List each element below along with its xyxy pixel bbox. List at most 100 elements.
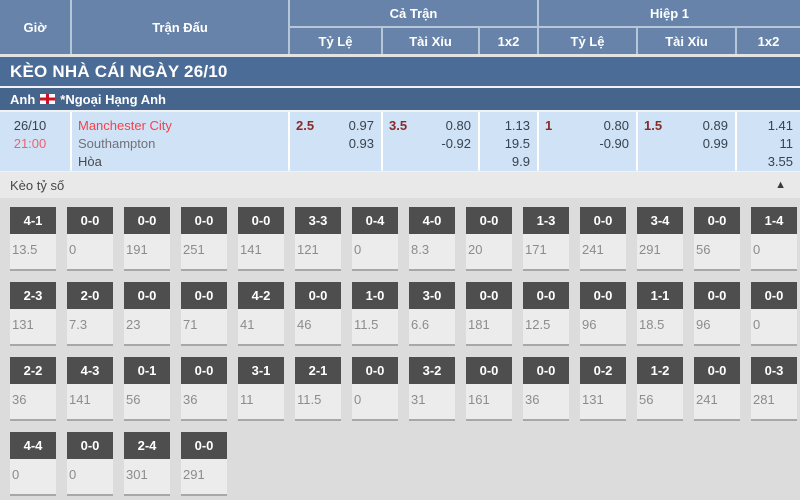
score-odds-value: 251 [183,242,205,257]
score-odds-cell[interactable]: 0-0 0 [352,357,398,421]
score-odds-value: 71 [183,317,198,332]
score-odds-cell[interactable]: 2-4 301 [124,432,170,496]
score-odds-cell[interactable]: 4-3 141 [67,357,113,421]
half-overunder-line: 1.5 [644,118,663,133]
score-odds-cell[interactable]: 1-3 171 [523,207,569,271]
score-odds-cell[interactable]: 0-0 251 [181,207,227,271]
home-team-link[interactable]: Manchester City [78,118,172,133]
score-odds-cell[interactable]: 4-0 8.3 [409,207,455,271]
score-label: 2-4 [124,432,170,459]
score-odds-value: 12.5 [525,317,551,332]
score-odds-cell[interactable]: 0-2 131 [580,357,626,421]
league-bar[interactable]: Anh *Ngoại Hạng Anh [0,88,800,110]
half-overunder-cell[interactable]: 1.5 0.89 0.99 [638,112,735,171]
score-odds-value: 96 [582,317,597,332]
score-odds-cell[interactable]: 2-1 11.5 [295,357,341,421]
score-odds-value: 141 [240,242,262,257]
score-odds-cell[interactable]: 0-0 71 [181,282,227,346]
collapse-arrow-icon[interactable]: ▲ [775,179,786,191]
score-label: 0-0 [124,282,170,309]
divider [0,86,800,88]
score-odds-cell[interactable]: 0-0 191 [124,207,170,271]
score-odds-value: 0 [12,467,20,482]
score-label: 0-0 [295,282,341,309]
score-odds-value: 191 [126,242,148,257]
divider [0,54,800,57]
col-header-match: Trận Đấu [72,0,288,54]
score-odds-cell[interactable]: 0-0 96 [694,282,740,346]
full-overunder-cell[interactable]: 3.5 0.80 -0.92 [383,112,478,171]
score-odds-cell[interactable]: 3-3 121 [295,207,341,271]
half-1x2-away: 11 [779,136,794,151]
score-label: 3-4 [637,207,683,234]
score-odds-cell[interactable]: 0-0 0 [67,207,113,271]
score-odds-value: 46 [297,317,312,332]
score-odds-value: 291 [183,467,205,482]
score-label: 0-0 [751,282,797,309]
score-label: 4-4 [10,432,56,459]
score-odds-cell[interactable]: 0-0 241 [580,207,626,271]
divider [0,110,800,112]
score-odds-cell[interactable]: 0-0 36 [523,357,569,421]
score-label: 4-2 [238,282,284,309]
half-handicap-odd2: -0.90 [599,136,629,151]
score-odds-cell[interactable]: 0-0 20 [466,207,512,271]
score-label: 0-0 [580,207,626,234]
score-label: 0-1 [124,357,170,384]
score-odds-cell[interactable]: 0-0 141 [238,207,284,271]
score-odds-cell[interactable]: 0-0 46 [295,282,341,346]
full-1x2-cell[interactable]: 1.13 19.5 9.9 [480,112,537,171]
score-odds-value: 18.5 [639,317,665,332]
half-1x2-cell[interactable]: 1.41 11 3.55 [737,112,800,171]
score-odds-cell[interactable]: 0-0 23 [124,282,170,346]
score-odds-value: 56 [639,392,654,407]
score-odds-cell[interactable]: 1-1 18.5 [637,282,683,346]
score-odds-value: 56 [696,242,711,257]
score-label: 1-2 [637,357,683,384]
score-odds-value: 241 [696,392,718,407]
score-odds-cell[interactable]: 2-2 36 [10,357,56,421]
score-odds-cell[interactable]: 4-2 41 [238,282,284,346]
score-odds-value: 0 [753,317,761,332]
score-odds-cell[interactable]: 0-0 12.5 [523,282,569,346]
score-odds-value: 0 [753,242,761,257]
score-odds-cell[interactable]: 0-0 291 [181,432,227,496]
score-odds-cell[interactable]: 0-0 56 [694,207,740,271]
score-odds-cell[interactable]: 0-1 56 [124,357,170,421]
score-odds-cell[interactable]: 2-3 131 [10,282,56,346]
full-handicap-cell[interactable]: 2.5 0.97 0.93 [290,112,381,171]
score-label: 3-1 [238,357,284,384]
score-odds-cell[interactable]: 4-4 0 [10,432,56,496]
score-odds-cell[interactable]: 0-3 281 [751,357,797,421]
score-odds-cell[interactable]: 0-0 181 [466,282,512,346]
score-odds-cell[interactable]: 4-1 13.5 [10,207,56,271]
score-label: 0-0 [694,207,740,234]
half-handicap-cell[interactable]: 1 0.80 -0.90 [539,112,636,171]
score-odds-cell[interactable]: 0-0 0 [67,432,113,496]
score-odds-cell[interactable]: 1-2 56 [637,357,683,421]
col-header-full-handicap: Tỷ Lệ [290,28,381,54]
score-odds-cell[interactable]: 3-1 11 [238,357,284,421]
score-row: 2-3 131 2-0 7.3 0-0 23 0-0 71 4-2 41 0-0 46 1-0 11.5 3… [10,282,800,346]
score-odds-cell[interactable]: 1-4 0 [751,207,797,271]
score-label: 0-0 [238,207,284,234]
score-odds-cell[interactable]: 0-0 96 [580,282,626,346]
score-odds-value: 56 [126,392,141,407]
score-odds-cell[interactable]: 3-2 31 [409,357,455,421]
score-odds-cell[interactable]: 2-0 7.3 [67,282,113,346]
score-odds-cell[interactable]: 1-0 11.5 [352,282,398,346]
score-label: 2-1 [295,357,341,384]
score-odds-cell[interactable]: 3-4 291 [637,207,683,271]
england-flag-icon [40,94,56,104]
full-overunder-odd1: 0.80 [445,118,471,133]
score-label: 3-3 [295,207,341,234]
score-odds-cell[interactable]: 0-0 36 [181,357,227,421]
correct-score-section-bar: Kèo tỷ số ▲ [0,172,800,198]
score-odds-cell[interactable]: 0-4 0 [352,207,398,271]
half-handicap-line: 1 [545,118,553,133]
score-odds-cell[interactable]: 0-0 0 [751,282,797,346]
score-odds-cell[interactable]: 0-0 241 [694,357,740,421]
score-odds-cell[interactable]: 0-0 161 [466,357,512,421]
score-odds-cell[interactable]: 3-0 6.6 [409,282,455,346]
